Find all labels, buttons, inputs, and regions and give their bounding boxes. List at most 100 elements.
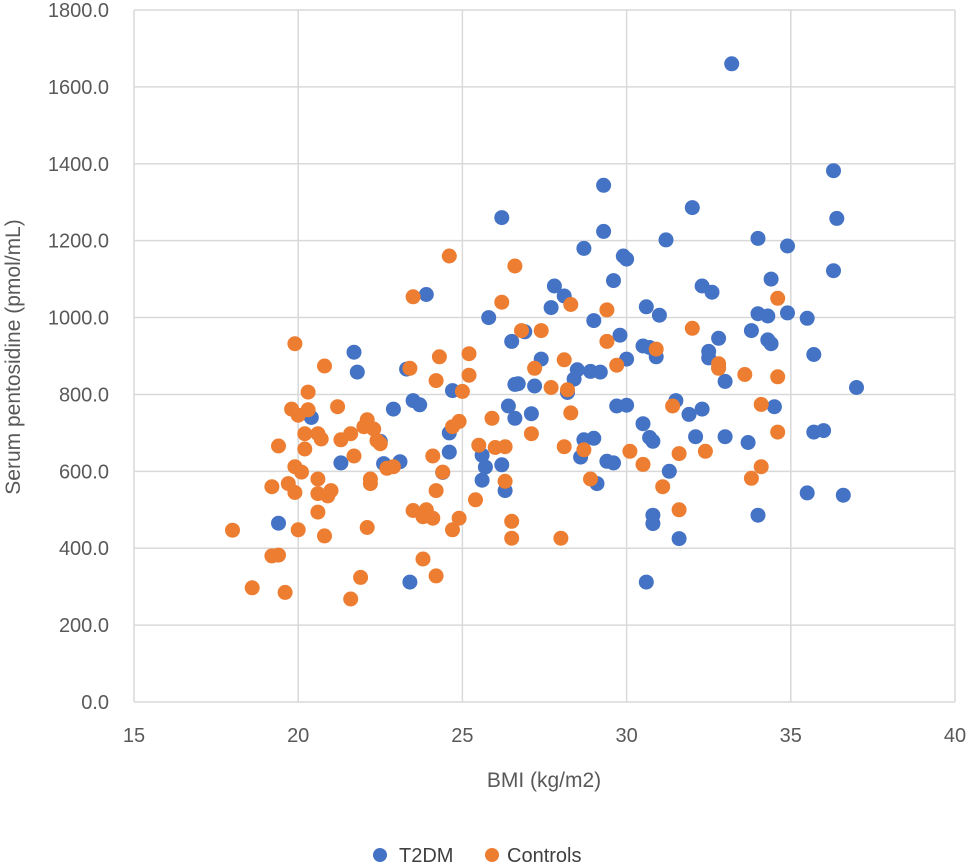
- data-point: [665, 398, 681, 414]
- legend: T2DM Controls: [373, 845, 581, 866]
- data-point: [310, 471, 326, 487]
- data-point: [497, 439, 513, 455]
- data-point: [743, 470, 759, 486]
- data-point: [287, 336, 303, 352]
- data-point: [645, 507, 661, 523]
- data-point: [415, 551, 431, 567]
- data-point: [753, 459, 769, 475]
- data-point: [412, 397, 428, 413]
- data-point: [619, 397, 635, 413]
- data-point: [405, 289, 421, 305]
- data-point: [599, 302, 615, 318]
- data-point: [300, 402, 316, 418]
- data-point: [770, 369, 786, 385]
- data-point: [500, 398, 516, 414]
- legend-marker-controls: [485, 848, 499, 862]
- data-point: [323, 483, 339, 499]
- data-point: [523, 406, 539, 422]
- data-point: [635, 456, 651, 472]
- data-point: [661, 463, 677, 479]
- data-point: [313, 431, 329, 447]
- data-point: [655, 479, 671, 495]
- data-point: [300, 384, 316, 400]
- data-point: [527, 378, 543, 394]
- data-point: [826, 263, 841, 279]
- data-point: [527, 360, 543, 376]
- data-point: [225, 522, 240, 538]
- data-point: [359, 520, 375, 535]
- data-point: [711, 330, 727, 346]
- data-point: [277, 584, 293, 600]
- legend-label-t2dm: T2DM: [399, 845, 453, 866]
- data-point: [372, 436, 388, 452]
- data-point: [606, 273, 621, 289]
- data-point: [484, 410, 500, 426]
- data-point: [826, 163, 841, 179]
- legend-label-controls: Controls: [507, 845, 581, 866]
- data-point: [497, 473, 513, 489]
- data-point: [619, 251, 635, 267]
- data-point: [494, 294, 510, 310]
- data-point: [599, 333, 615, 349]
- data-point: [576, 442, 592, 458]
- data-point: [343, 426, 359, 442]
- x-axis-title: BMI (kg/m2): [487, 769, 601, 792]
- data-point: [264, 479, 280, 495]
- data-point: [704, 284, 720, 300]
- data-point: [346, 448, 362, 464]
- data-point: [763, 271, 779, 287]
- data-point: [609, 357, 625, 373]
- data-point: [645, 433, 661, 449]
- data-point: [441, 444, 457, 460]
- data-point: [290, 522, 306, 538]
- data-point: [504, 333, 520, 349]
- data-point: [556, 352, 572, 368]
- data-point: [622, 443, 638, 459]
- data-point: [428, 568, 444, 584]
- data-point: [474, 472, 490, 488]
- data-point: [349, 364, 365, 380]
- data-point: [441, 248, 457, 264]
- data-point: [514, 323, 529, 339]
- data-point: [297, 441, 313, 457]
- data-point: [445, 522, 460, 538]
- data-point: [494, 210, 510, 226]
- data-point: [507, 410, 523, 426]
- data-point: [780, 238, 795, 254]
- data-point: [317, 528, 332, 544]
- data-point: [546, 278, 562, 294]
- data-point: [586, 313, 602, 329]
- data-point: [287, 485, 303, 500]
- data-point: [750, 507, 766, 523]
- data-point: [583, 471, 598, 487]
- data-point: [737, 367, 753, 382]
- data-point: [780, 305, 795, 321]
- data-point: [543, 300, 559, 316]
- data-point: [556, 439, 572, 455]
- x-tick-label: 35: [780, 725, 802, 747]
- data-point: [451, 413, 467, 429]
- data-point: [671, 446, 687, 462]
- data-point: [701, 343, 717, 359]
- data-point: [504, 530, 520, 546]
- data-point: [271, 547, 286, 563]
- data-point: [425, 448, 441, 464]
- data-point: [461, 346, 477, 362]
- data-point: [849, 380, 864, 395]
- data-point: [346, 344, 362, 360]
- data-point: [684, 200, 700, 216]
- data-point: [366, 421, 382, 437]
- data-point: [481, 310, 497, 326]
- x-tick-label: 15: [123, 725, 145, 747]
- data-point: [560, 382, 575, 398]
- data-point: [454, 383, 470, 399]
- data-point: [763, 336, 779, 352]
- data-point: [563, 297, 579, 312]
- data-point: [770, 290, 786, 306]
- data-point: [428, 373, 444, 389]
- data-point: [523, 426, 539, 442]
- data-point: [717, 373, 733, 389]
- data-point: [829, 210, 845, 226]
- data-point: [835, 487, 851, 503]
- data-point: [333, 455, 349, 471]
